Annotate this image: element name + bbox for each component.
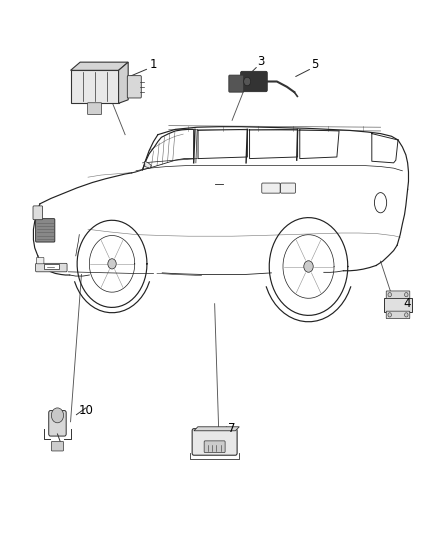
Circle shape	[108, 259, 116, 269]
Circle shape	[244, 77, 251, 86]
Text: 10: 10	[78, 403, 93, 416]
Polygon shape	[71, 62, 128, 70]
FancyBboxPatch shape	[240, 71, 267, 92]
Circle shape	[51, 408, 64, 423]
Polygon shape	[119, 62, 128, 103]
Polygon shape	[71, 70, 119, 103]
FancyBboxPatch shape	[35, 219, 55, 242]
FancyBboxPatch shape	[281, 183, 295, 193]
Text: 1: 1	[150, 58, 157, 71]
FancyBboxPatch shape	[386, 291, 410, 298]
FancyBboxPatch shape	[386, 311, 410, 319]
Text: 3: 3	[257, 55, 264, 68]
Circle shape	[405, 313, 408, 317]
Text: 4: 4	[403, 297, 410, 310]
FancyBboxPatch shape	[262, 183, 280, 193]
FancyBboxPatch shape	[127, 76, 141, 98]
FancyBboxPatch shape	[36, 257, 44, 264]
FancyBboxPatch shape	[88, 103, 102, 115]
FancyBboxPatch shape	[33, 206, 42, 220]
FancyBboxPatch shape	[51, 441, 64, 451]
Circle shape	[388, 313, 392, 317]
Text: 7: 7	[228, 422, 236, 435]
Circle shape	[304, 261, 313, 272]
FancyBboxPatch shape	[192, 429, 237, 455]
Polygon shape	[194, 427, 239, 431]
FancyBboxPatch shape	[229, 75, 244, 92]
FancyBboxPatch shape	[35, 263, 67, 272]
FancyBboxPatch shape	[44, 264, 59, 269]
Circle shape	[405, 293, 408, 297]
Polygon shape	[385, 298, 412, 312]
Polygon shape	[145, 161, 151, 168]
Circle shape	[388, 293, 392, 297]
Text: 5: 5	[311, 58, 319, 71]
FancyBboxPatch shape	[204, 441, 225, 453]
FancyBboxPatch shape	[49, 410, 66, 436]
